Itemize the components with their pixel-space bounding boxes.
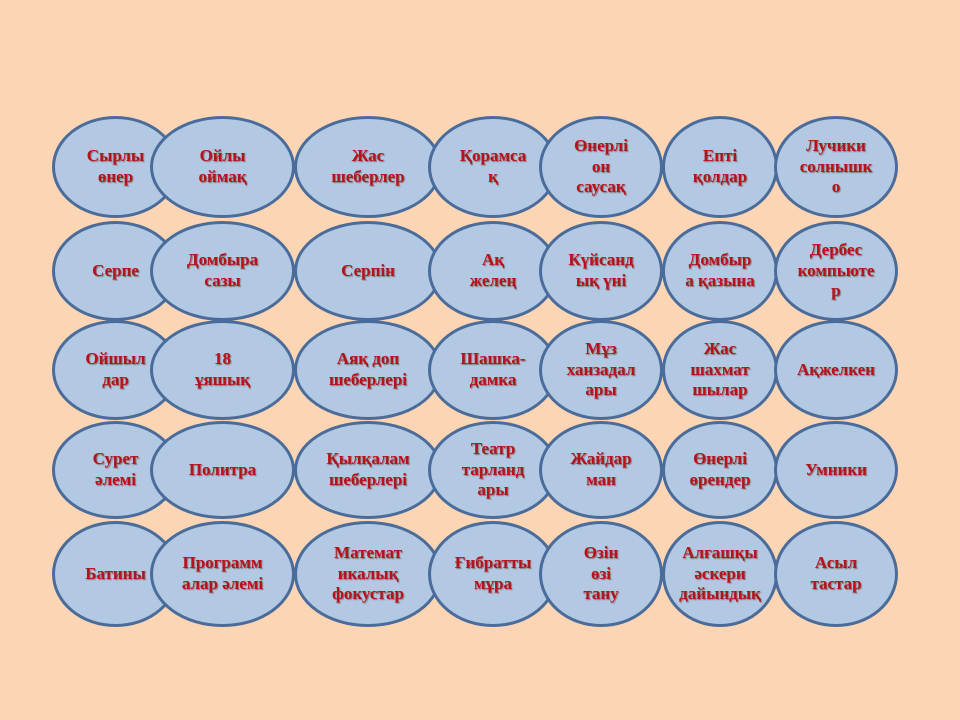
oval-label: Программ алар әлемі <box>181 553 264 593</box>
oval-r5-c3[interactable]: Математ икалық фокустар <box>294 521 442 627</box>
oval-r5-c6[interactable]: Алғашқы әскери дайындық <box>662 521 778 627</box>
oval-r4-c3[interactable]: Қылқалам шеберлері <box>294 421 442 519</box>
oval-r1-c5[interactable]: Өнерлі он саусақ <box>539 116 663 218</box>
oval-label: Театр тарланд ары <box>461 438 525 500</box>
oval-label: Өнерлі өрендер <box>689 449 751 489</box>
oval-label: Ойлы оймақ <box>198 146 247 186</box>
oval-label: Қорамса қ <box>459 146 527 186</box>
oval-r5-c4[interactable]: Ғибратты мұра <box>428 521 558 627</box>
oval-label: Серпе <box>92 260 139 280</box>
oval-label: Асыл тастар <box>810 553 862 593</box>
oval-label: Шашка- дамка <box>460 349 526 389</box>
oval-label: Политра <box>188 459 257 479</box>
oval-r3-c5[interactable]: Мұз ханзадал ары <box>539 320 663 420</box>
oval-label: Жас шахмат шылар <box>690 338 750 400</box>
oval-r3-c2[interactable]: 18 ұяшық <box>150 320 295 420</box>
oval-r2-c7[interactable]: Дербес компьюте р <box>774 221 898 321</box>
oval-label: Домбыр а қазына <box>685 250 755 290</box>
oval-r3-c7[interactable]: Ақжелкен <box>774 320 898 420</box>
oval-label: Мұз ханзадал ары <box>566 338 636 400</box>
oval-r2-c2[interactable]: Домбыра сазы <box>150 221 295 321</box>
oval-label: Сырлы өнер <box>86 146 145 186</box>
oval-label: Аяқ доп шеберлері <box>328 349 407 389</box>
oval-label: Математ икалық фокустар <box>332 542 404 604</box>
oval-label: Жас шеберлер <box>331 146 405 186</box>
oval-r5-c7[interactable]: Асыл тастар <box>774 521 898 627</box>
oval-r4-c6[interactable]: Өнерлі өрендер <box>662 421 778 519</box>
oval-label: Ақ желең <box>469 250 517 290</box>
oval-label: 18 ұяшық <box>194 349 251 389</box>
oval-label: Өнерлі он саусақ <box>574 135 628 197</box>
oval-label: Батины <box>85 563 146 583</box>
oval-label: Лучики солнышк о <box>799 135 873 197</box>
oval-label: Ғибратты мұра <box>454 553 532 593</box>
oval-label: Сурет әлемі <box>92 449 139 489</box>
oval-label: Домбыра сазы <box>186 250 259 290</box>
oval-r2-c3[interactable]: Серпін <box>294 221 442 321</box>
oval-r1-c3[interactable]: Жас шеберлер <box>294 116 442 218</box>
oval-label: Серпін <box>341 260 395 280</box>
oval-r4-c5[interactable]: Жайдар ман <box>539 421 663 519</box>
oval-label: Ойшыл дар <box>85 349 146 389</box>
oval-label: Алғашқы әскери дайындық <box>679 542 761 604</box>
oval-r1-c6[interactable]: Епті қолдар <box>662 116 778 218</box>
oval-label: Қылқалам шеберлері <box>326 449 410 489</box>
oval-r5-c2[interactable]: Программ алар әлемі <box>150 521 295 627</box>
oval-r1-c2[interactable]: Ойлы оймақ <box>150 116 295 218</box>
oval-label: Жайдар ман <box>570 449 632 489</box>
oval-r4-c7[interactable]: Умники <box>774 421 898 519</box>
oval-r5-c1[interactable]: Батины <box>52 521 179 627</box>
oval-r2-c6[interactable]: Домбыр а қазына <box>662 221 778 321</box>
oval-r5-c5[interactable]: Өзін өзі тану <box>539 521 663 627</box>
oval-r4-c2[interactable]: Политра <box>150 421 295 519</box>
oval-label: Күйсанд ық үні <box>568 250 634 290</box>
oval-label: Умники <box>805 459 867 479</box>
oval-r4-c4[interactable]: Театр тарланд ары <box>428 421 558 519</box>
oval-r1-c7[interactable]: Лучики солнышк о <box>774 116 898 218</box>
oval-r3-c6[interactable]: Жас шахмат шылар <box>662 320 778 420</box>
oval-r2-c5[interactable]: Күйсанд ық үні <box>539 221 663 321</box>
oval-label: Дербес компьюте р <box>797 239 875 301</box>
oval-label: Ақжелкен <box>797 359 875 379</box>
oval-label: Өзін өзі тану <box>583 542 619 604</box>
oval-label: Епті қолдар <box>692 146 748 186</box>
oval-r3-c3[interactable]: Аяқ доп шеберлері <box>294 320 442 420</box>
oval-r2-c4[interactable]: Ақ желең <box>428 221 558 321</box>
